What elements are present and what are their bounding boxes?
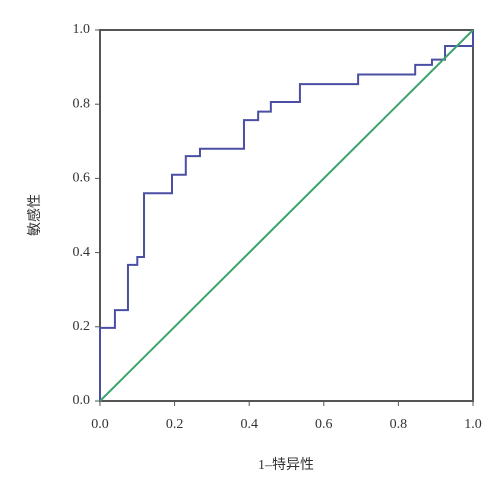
y-tick-label: 0.6 xyxy=(73,171,91,186)
x-tick-label: 0.4 xyxy=(240,417,258,432)
x-tick-label: 0.6 xyxy=(315,417,333,432)
x-tick-label: 0.0 xyxy=(91,417,109,432)
x-axis-label: 1–特异性 xyxy=(258,457,314,473)
y-tick-label: 1.0 xyxy=(73,22,91,37)
series-line xyxy=(99,30,474,401)
series-line xyxy=(99,29,474,402)
y-axis-label: 敏感性 xyxy=(26,194,43,236)
y-tick-label: 0.8 xyxy=(73,96,91,111)
x-tick-label: 0.8 xyxy=(390,417,408,432)
y-tick-label: 0.4 xyxy=(73,245,91,260)
y-tick-label: 0.2 xyxy=(73,319,91,334)
x-tick-label: 0.2 xyxy=(166,417,184,432)
plot-frame xyxy=(99,29,474,402)
x-tick-label: 1.0 xyxy=(464,417,482,432)
y-tick-label: 0.0 xyxy=(73,393,91,408)
